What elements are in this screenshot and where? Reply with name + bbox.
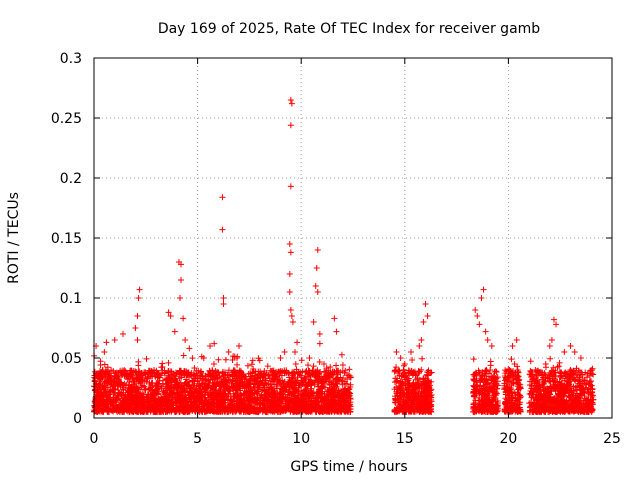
- data-point: [305, 362, 312, 369]
- data-point: [292, 360, 299, 367]
- data-point: [338, 351, 345, 358]
- data-point: [101, 361, 108, 368]
- data-point: [234, 361, 241, 368]
- data-point: [171, 377, 178, 384]
- data-point: [327, 363, 334, 370]
- data-point: [146, 379, 153, 386]
- data-point: [547, 355, 554, 362]
- data-point: [316, 358, 323, 365]
- data-point: [339, 362, 346, 369]
- data-point: [470, 356, 477, 363]
- data-point: [114, 382, 121, 389]
- data-point: [135, 358, 142, 365]
- data-point: [298, 357, 305, 364]
- data-point: [249, 357, 256, 364]
- data-point: [215, 356, 222, 363]
- data-point: [222, 356, 229, 363]
- data-point: [165, 359, 172, 366]
- data-point: [419, 355, 426, 362]
- data-point: [210, 361, 217, 368]
- data-point: [333, 362, 340, 369]
- data-point: [229, 356, 236, 363]
- grid: [94, 58, 612, 418]
- chart-title: Day 169 of 2025, Rate Of TEC Index for r…: [158, 21, 540, 37]
- data-point: [310, 363, 317, 370]
- data-point: [346, 366, 353, 373]
- data-point: [220, 369, 227, 376]
- data-point: [214, 368, 221, 375]
- data-points: [91, 97, 597, 415]
- data-point: [487, 358, 494, 365]
- data-point: [189, 355, 196, 362]
- data-point: [244, 362, 251, 369]
- data-point: [347, 381, 354, 388]
- data-point: [333, 375, 340, 382]
- data-point: [248, 361, 255, 368]
- data-point: [508, 356, 515, 363]
- data-point: [527, 358, 534, 365]
- data-point: [97, 358, 104, 365]
- data-point: [180, 352, 187, 359]
- data-point: [293, 366, 300, 373]
- data-point: [121, 380, 128, 387]
- data-point: [339, 381, 346, 388]
- data-point: [143, 355, 150, 362]
